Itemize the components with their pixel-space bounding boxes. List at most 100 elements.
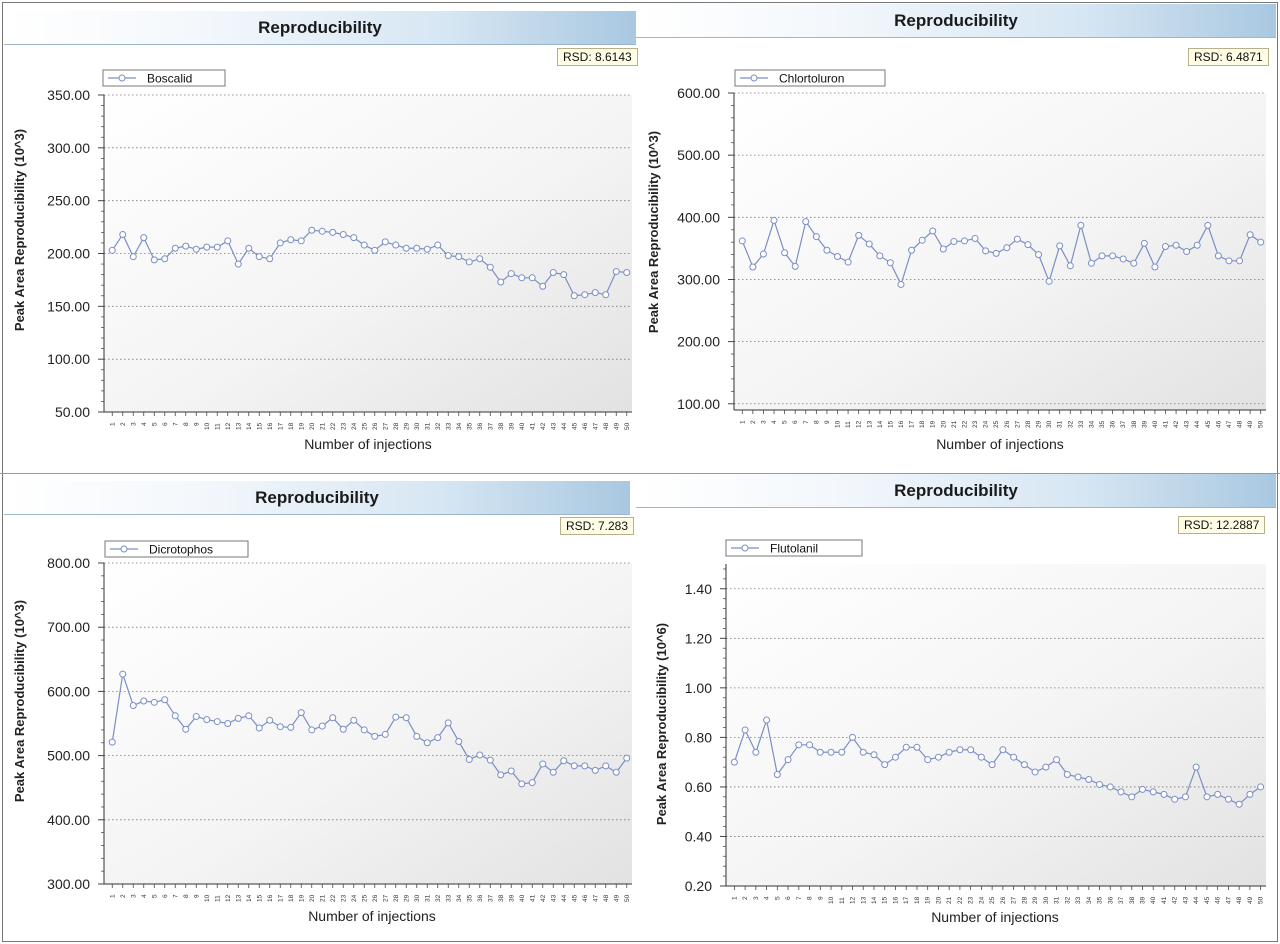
- data-point-flutolanil: [784, 756, 792, 764]
- x-tick-label-dicrotophos: 21: [319, 894, 326, 902]
- data-point-chlortoluron: [1024, 241, 1032, 249]
- x-tick-label-chlortoluron: 11: [845, 421, 852, 428]
- data-point-dicrotophos: [434, 734, 442, 742]
- y-tick-label-flutolanil: 0.80: [685, 729, 712, 745]
- data-point-flutolanil: [881, 761, 889, 769]
- data-point-chlortoluron: [1204, 221, 1212, 229]
- x-tick-label-flutolanil: 34: [1086, 896, 1093, 904]
- data-point-chlortoluron: [791, 262, 799, 270]
- data-point-dicrotophos: [591, 766, 599, 774]
- data-point-flutolanil: [1020, 761, 1028, 769]
- data-point-flutolanil: [763, 716, 771, 724]
- data-point-dicrotophos: [140, 697, 148, 705]
- y-tick-label-chlortoluron: 500.00: [677, 147, 720, 163]
- data-point-boscalid: [339, 230, 347, 238]
- data-point-dicrotophos: [476, 751, 484, 759]
- legend-marker-chlortoluron: [750, 74, 758, 82]
- x-tick-label-flutolanil: 39: [1139, 896, 1146, 904]
- x-tick-label-boscalid: 2: [120, 422, 127, 426]
- data-point-dicrotophos: [455, 737, 463, 745]
- x-tick-label-flutolanil: 42: [1172, 896, 1179, 904]
- x-tick-label-boscalid: 26: [372, 422, 379, 430]
- data-point-flutolanil: [1042, 763, 1050, 771]
- data-point-dicrotophos: [381, 730, 389, 738]
- data-point-flutolanil: [945, 748, 953, 756]
- y-tick-label-boscalid: 300.00: [47, 140, 90, 156]
- data-point-boscalid: [423, 245, 431, 253]
- data-point-flutolanil: [1257, 783, 1265, 791]
- data-point-boscalid: [560, 271, 568, 279]
- x-tick-label-chlortoluron: 5: [782, 420, 789, 424]
- data-point-chlortoluron: [960, 237, 968, 245]
- x-tick-label-chlortoluron: 16: [898, 420, 905, 428]
- x-tick-label-flutolanil: 11: [839, 897, 846, 904]
- x-tick-label-chlortoluron: 7: [803, 420, 810, 424]
- x-tick-label-flutolanil: 32: [1064, 896, 1071, 904]
- x-tick-label-dicrotophos: 50: [624, 894, 631, 902]
- x-tick-label-dicrotophos: 33: [445, 894, 452, 902]
- y-tick-label-flutolanil: 1.20: [685, 630, 712, 646]
- x-tick-label-dicrotophos: 42: [540, 894, 547, 902]
- x-tick-label-chlortoluron: 47: [1226, 420, 1233, 428]
- y-tick-label-flutolanil: 1.00: [685, 680, 712, 696]
- data-point-dicrotophos: [266, 716, 274, 724]
- data-point-chlortoluron: [876, 252, 884, 260]
- x-tick-label-boscalid: 19: [298, 422, 305, 430]
- x-tick-label-boscalid: 40: [519, 422, 526, 430]
- x-tick-label-flutolanil: 16: [892, 896, 899, 904]
- x-tick-label-boscalid: 23: [340, 422, 347, 430]
- data-point-flutolanil: [1128, 793, 1136, 801]
- x-tick-label-dicrotophos: 9: [193, 894, 200, 898]
- legend-label-dicrotophos: Dicrotophos: [149, 543, 213, 557]
- data-point-flutolanil: [1171, 795, 1179, 803]
- data-point-boscalid: [308, 226, 316, 234]
- panel-title-flutolanil: Reproducibility: [636, 474, 1276, 508]
- rsd-badge-flutolanil: RSD: 12.2887: [1178, 516, 1266, 534]
- data-point-dicrotophos: [560, 757, 568, 765]
- x-tick-label-boscalid: 47: [592, 422, 599, 430]
- x-tick-label-boscalid: 46: [582, 422, 589, 430]
- x-tick-label-boscalid: 10: [204, 422, 211, 430]
- x-tick-label-flutolanil: 30: [1043, 896, 1050, 904]
- data-point-boscalid: [444, 252, 452, 260]
- panel-title-dicrotophos: Reproducibility: [4, 481, 630, 515]
- data-point-boscalid: [455, 253, 463, 261]
- data-point-boscalid: [465, 258, 473, 266]
- x-tick-label-flutolanil: 19: [925, 896, 932, 904]
- x-tick-label-flutolanil: 37: [1118, 896, 1125, 904]
- x-tick-label-dicrotophos: 35: [466, 894, 473, 902]
- data-point-dicrotophos: [602, 762, 610, 770]
- data-point-flutolanil: [913, 743, 921, 751]
- y-tick-label-boscalid: 150.00: [47, 298, 90, 314]
- data-point-dicrotophos: [350, 716, 358, 724]
- data-point-flutolanil: [1235, 800, 1243, 808]
- data-point-chlortoluron: [1098, 252, 1106, 260]
- x-tick-label-flutolanil: 25: [989, 896, 996, 904]
- data-point-flutolanil: [816, 748, 824, 756]
- x-tick-label-dicrotophos: 31: [424, 894, 431, 902]
- data-point-dicrotophos: [297, 709, 305, 717]
- x-tick-label-boscalid: 3: [130, 422, 137, 426]
- data-point-dicrotophos: [371, 732, 379, 740]
- data-point-chlortoluron: [1193, 241, 1201, 249]
- x-tick-label-dicrotophos: 34: [456, 894, 463, 902]
- x-tick-label-boscalid: 4: [141, 422, 148, 426]
- data-point-chlortoluron: [1077, 221, 1085, 229]
- x-tick-label-chlortoluron: 28: [1025, 420, 1032, 428]
- x-tick-label-dicrotophos: 15: [256, 894, 263, 902]
- data-point-chlortoluron: [1236, 257, 1244, 265]
- data-point-chlortoluron: [855, 231, 863, 239]
- data-point-chlortoluron: [1003, 244, 1011, 252]
- data-point-chlortoluron: [1087, 259, 1095, 267]
- data-point-dicrotophos: [276, 723, 284, 731]
- data-point-boscalid: [612, 267, 620, 275]
- x-tick-label-flutolanil: 45: [1204, 896, 1211, 904]
- data-point-flutolanil: [891, 753, 899, 761]
- y-tick-label-flutolanil: 1.40: [685, 581, 712, 597]
- x-tick-label-flutolanil: 29: [1032, 896, 1039, 904]
- y-tick-label-chlortoluron: 400.00: [677, 209, 720, 225]
- data-point-chlortoluron: [1035, 251, 1043, 259]
- data-point-flutolanil: [795, 741, 803, 749]
